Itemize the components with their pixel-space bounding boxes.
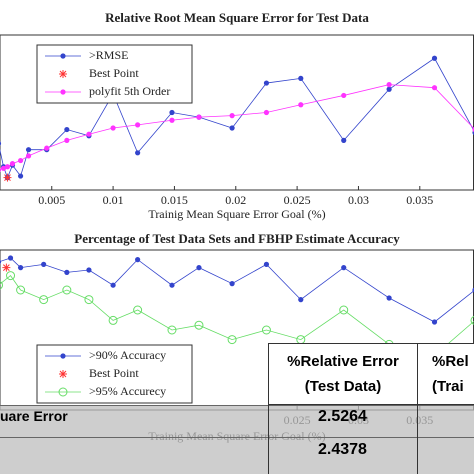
dot-marker bbox=[229, 125, 235, 131]
legend-label: >RMSE bbox=[89, 48, 128, 62]
x-tick-label: 0.005 bbox=[38, 193, 65, 207]
x-tick-label: 0.035 bbox=[406, 413, 433, 427]
dot-marker bbox=[229, 281, 235, 287]
ring-marker bbox=[261, 325, 271, 335]
dot-marker bbox=[341, 92, 347, 99]
dot-marker bbox=[341, 137, 347, 143]
chart-title: Relative Root Mean Square Error for Test… bbox=[105, 10, 369, 25]
dot-marker bbox=[298, 297, 304, 303]
dot-marker bbox=[0, 165, 7, 171]
star-marker bbox=[59, 70, 67, 78]
dot-marker bbox=[298, 102, 304, 108]
dot-marker bbox=[263, 80, 270, 86]
dot-marker bbox=[86, 131, 92, 137]
ring-marker bbox=[6, 271, 16, 281]
dot-marker bbox=[169, 109, 175, 116]
dot-marker bbox=[17, 265, 24, 271]
dot-marker bbox=[25, 153, 32, 159]
dot-marker bbox=[17, 173, 24, 179]
dot-marker bbox=[229, 113, 235, 119]
star-stroke bbox=[59, 370, 67, 378]
legend-label: >95% Accurecy bbox=[89, 384, 166, 398]
ring-marker bbox=[227, 335, 237, 345]
x-tick-label: 0.01 bbox=[103, 193, 124, 207]
dot-marker bbox=[0, 167, 2, 172]
dot-marker bbox=[64, 269, 70, 275]
ring-marker bbox=[39, 295, 49, 305]
dot-marker bbox=[431, 319, 438, 325]
chart-title: Percentage of Test Data Sets and FBHP Es… bbox=[74, 231, 400, 246]
x-tick-label: 0.02 bbox=[225, 193, 246, 207]
legend-label: >90% Accuracy bbox=[89, 348, 166, 362]
ring-marker bbox=[194, 320, 204, 330]
dot-marker bbox=[135, 150, 141, 156]
dot-marker bbox=[60, 353, 66, 359]
x-tick-label: 0.03 bbox=[348, 413, 369, 427]
dot-marker bbox=[41, 261, 47, 267]
ring-marker bbox=[58, 387, 68, 397]
star-stroke bbox=[3, 264, 10, 271]
x-axis-label: Trainig Mean Square Error Goal (%) bbox=[148, 207, 325, 221]
dot-marker bbox=[263, 109, 270, 116]
dot-marker bbox=[86, 267, 92, 273]
x-axis-label: Trainig Mean Square Error Goal (%) bbox=[148, 429, 325, 443]
star-marker bbox=[2, 263, 11, 272]
dot-marker bbox=[135, 257, 141, 263]
ring-marker bbox=[0, 280, 4, 290]
dot-marker bbox=[386, 82, 392, 88]
star-marker bbox=[59, 370, 67, 378]
dot-marker bbox=[110, 125, 116, 131]
dot-marker bbox=[341, 265, 347, 271]
dot-marker bbox=[9, 161, 16, 167]
dot-marker bbox=[60, 53, 66, 59]
dot-marker bbox=[196, 114, 202, 120]
ring-marker bbox=[133, 305, 143, 315]
ring-marker bbox=[108, 315, 118, 325]
ring-marker bbox=[16, 285, 26, 295]
dot-marker bbox=[169, 282, 175, 288]
ring-marker bbox=[470, 316, 474, 325]
dot-marker bbox=[17, 157, 24, 164]
dot-marker bbox=[110, 282, 116, 288]
series-line bbox=[0, 275, 474, 357]
dot-marker bbox=[386, 295, 392, 301]
dot-marker bbox=[298, 75, 304, 81]
x-tick-label: 0.025 bbox=[284, 193, 311, 207]
legend-label: polyfit 5th Order bbox=[89, 84, 170, 98]
dot-marker bbox=[7, 255, 14, 261]
x-tick-label: 0.015 bbox=[161, 193, 188, 207]
dot-marker bbox=[196, 265, 202, 271]
dot-marker bbox=[4, 164, 11, 170]
legend-label: Best Point bbox=[89, 66, 139, 80]
dot-marker bbox=[0, 259, 2, 265]
dot-marker bbox=[0, 141, 2, 146]
dot-marker bbox=[64, 126, 70, 133]
dot-marker bbox=[386, 86, 392, 92]
ring-marker bbox=[167, 325, 177, 335]
ring-marker bbox=[84, 295, 94, 305]
dot-marker bbox=[135, 122, 141, 128]
ring-marker bbox=[62, 285, 72, 295]
x-tick-label: 0.03 bbox=[348, 193, 369, 207]
x-tick-label: 0.035 bbox=[406, 193, 433, 207]
dot-marker bbox=[25, 147, 32, 153]
dot-marker bbox=[44, 145, 50, 151]
dot-marker bbox=[263, 261, 270, 267]
dot-marker bbox=[431, 85, 438, 91]
star-marker bbox=[3, 173, 12, 182]
x-tick-label: 0.025 bbox=[284, 413, 311, 427]
legend-label: Best Point bbox=[89, 366, 139, 380]
dot-marker bbox=[60, 89, 66, 95]
dot-marker bbox=[64, 137, 70, 143]
star-stroke bbox=[59, 70, 67, 78]
star-stroke bbox=[4, 174, 11, 181]
dot-marker bbox=[431, 55, 438, 61]
ring-marker bbox=[339, 305, 349, 315]
dot-marker bbox=[169, 117, 175, 123]
